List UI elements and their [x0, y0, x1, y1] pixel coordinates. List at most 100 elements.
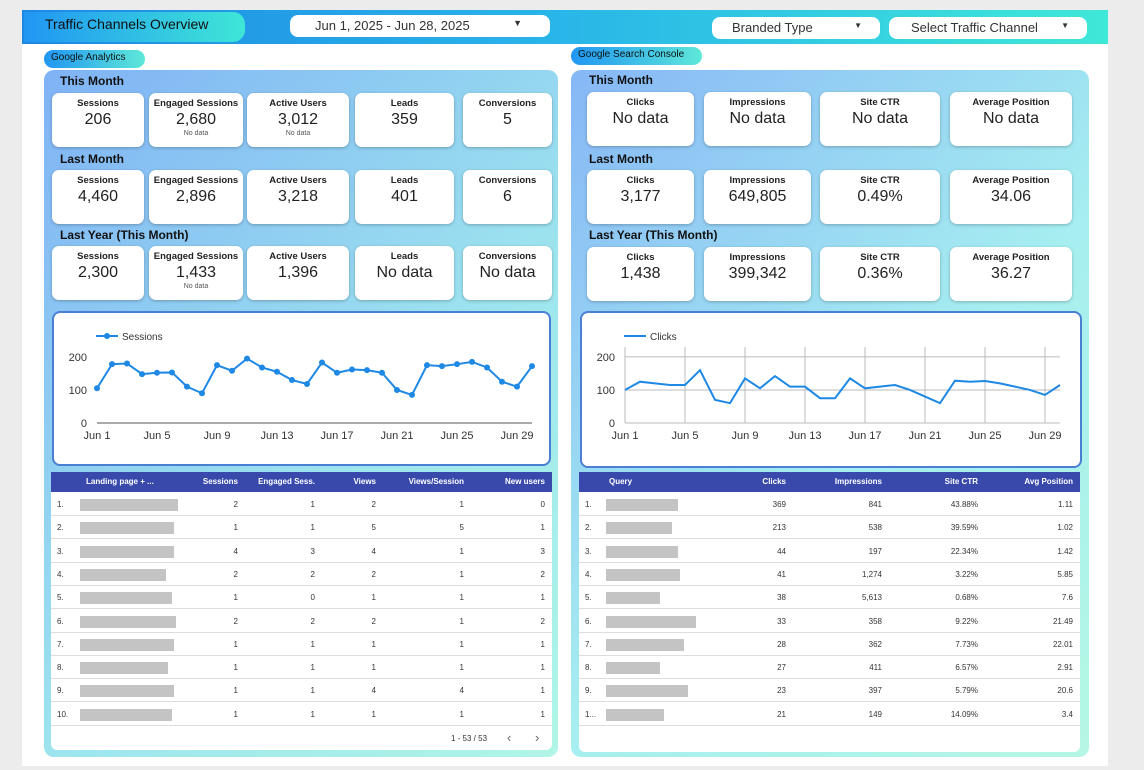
- table-cell: 1: [540, 663, 545, 673]
- table-cell: 5.79%: [955, 686, 978, 696]
- x-tick-label: Jun 5: [144, 430, 171, 442]
- row-index: 8.: [57, 663, 64, 673]
- metric-value: 359: [391, 111, 418, 128]
- column-header[interactable]: Engaged Sess.: [258, 477, 315, 486]
- data-point: [139, 371, 145, 378]
- metric-value: 2,896: [175, 188, 217, 205]
- redacted-cell: [80, 685, 174, 698]
- metric-label: Average Position: [972, 97, 1050, 108]
- row-index: 1.: [57, 500, 64, 509]
- metric-card: Site CTR No data: [820, 92, 940, 146]
- y-tick-label: 100: [69, 385, 87, 397]
- metric-card: Site CTR 0.36%: [820, 247, 940, 301]
- table-cell: 1: [459, 546, 464, 556]
- metric-label: Site CTR: [860, 97, 900, 108]
- table-cell: 358: [868, 616, 882, 626]
- row-index: 4.: [585, 569, 592, 579]
- table-cell: 4: [233, 546, 238, 556]
- column-header[interactable]: Views: [353, 477, 376, 486]
- column-header[interactable]: Avg Position: [1024, 477, 1073, 486]
- metric-value: 6: [503, 188, 512, 205]
- row-divider: [579, 608, 1080, 610]
- date-range-picker[interactable]: Jun 1, 2025 - Jun 28, 2025 ▼: [290, 15, 550, 37]
- metric-card: Leads No data: [355, 246, 454, 300]
- metric-card: Clicks No data: [587, 92, 694, 146]
- metric-note: No data: [183, 130, 209, 137]
- metric-value: 3,177: [620, 188, 661, 205]
- data-point: [289, 377, 295, 384]
- metric-note: No data: [285, 130, 311, 137]
- data-table: Landing page + ... Sessions Engaged Sess. V…: [51, 472, 552, 750]
- table-cell: 2: [371, 569, 376, 579]
- table-cell: 1: [459, 639, 464, 649]
- row-divider: [579, 631, 1080, 633]
- metric-label: Sessions: [77, 98, 119, 109]
- metric-value: No data: [612, 110, 669, 127]
- next-page[interactable]: ›: [535, 730, 540, 745]
- row-index: 9.: [585, 686, 592, 696]
- x-tick-label: Jun 17: [848, 430, 881, 442]
- table-cell: 3.4: [1061, 709, 1073, 719]
- redacted-cell: [606, 545, 678, 558]
- row-index: 10.: [57, 709, 69, 719]
- filter-dropdown[interactable]: Select Traffic Channel ▼: [889, 17, 1087, 39]
- table-cell: 38: [777, 593, 786, 603]
- filter-dropdown[interactable]: Branded Type ▼: [712, 17, 880, 39]
- y-tick-label: 0: [609, 418, 615, 430]
- data-point: [169, 369, 175, 376]
- legend-label: Sessions: [122, 332, 163, 343]
- data-point: [184, 383, 190, 390]
- x-tick-label: Jun 25: [440, 430, 473, 442]
- row-divider: [51, 678, 552, 680]
- metric-value: 2,300: [77, 264, 119, 281]
- table-cell: 5: [371, 523, 376, 533]
- metric-card: Engaged Sessions 1,433 No data: [149, 246, 243, 300]
- metric-card: Sessions 206: [52, 93, 144, 147]
- row-index: 3.: [57, 546, 64, 556]
- row-divider: [579, 538, 1080, 540]
- column-header[interactable]: New users: [504, 477, 545, 486]
- dashboard-title: Traffic Channels Overview: [24, 12, 245, 42]
- column-header[interactable]: Impressions: [834, 477, 882, 486]
- column-header[interactable]: Sessions: [202, 477, 238, 486]
- table-cell: 6.57%: [955, 663, 978, 673]
- column-header[interactable]: Site CTR: [944, 477, 978, 486]
- table-cell: 411: [869, 663, 882, 673]
- x-tick-label: Jun 13: [788, 430, 821, 442]
- row-index: 6.: [585, 616, 592, 626]
- prev-page[interactable]: ‹: [507, 730, 512, 745]
- data-point: [514, 383, 520, 390]
- metric-value: No data: [982, 110, 1040, 127]
- metric-value: No data: [376, 264, 433, 281]
- section-title: Last Year (This Month): [60, 228, 189, 242]
- metric-card: Average Position No data: [950, 92, 1072, 146]
- chart-card: 0 100 200 Jun 1 Jun 5 Jun 9 Jun 13 Jun 17 Jun 21…: [52, 311, 551, 466]
- table-cell: 538: [868, 523, 882, 533]
- data-point: [154, 369, 160, 376]
- row-divider: [579, 561, 1080, 563]
- column-header[interactable]: Views/Session: [408, 477, 464, 486]
- redacted-cell: [80, 662, 168, 675]
- legend-label: Clicks: [650, 332, 677, 343]
- table-cell: 5.85: [1057, 569, 1073, 579]
- metric-card: Engaged Sessions 2,680 No data: [149, 93, 243, 147]
- table-cell: 1: [233, 686, 238, 696]
- metric-value: 206: [84, 111, 112, 128]
- column-header[interactable]: Query: [609, 477, 633, 486]
- row-index: 1.: [585, 500, 592, 509]
- metric-label: Active Users: [269, 251, 327, 262]
- row-index: 6.: [57, 616, 64, 626]
- column-header[interactable]: Landing page + ...: [86, 477, 154, 486]
- table-cell: 369: [772, 500, 786, 509]
- column-header[interactable]: Clicks: [762, 477, 786, 486]
- data-point: [484, 364, 490, 371]
- data-point: [229, 367, 235, 374]
- metric-label: Impressions: [729, 175, 786, 186]
- table-cell: 1: [459, 500, 464, 509]
- table-cell: 2: [310, 616, 315, 626]
- row-divider: [51, 584, 552, 586]
- data-point: [214, 362, 220, 369]
- data-point: [409, 391, 415, 398]
- table-cell: 39.59%: [950, 523, 978, 533]
- x-tick-label: Jun 9: [204, 430, 231, 442]
